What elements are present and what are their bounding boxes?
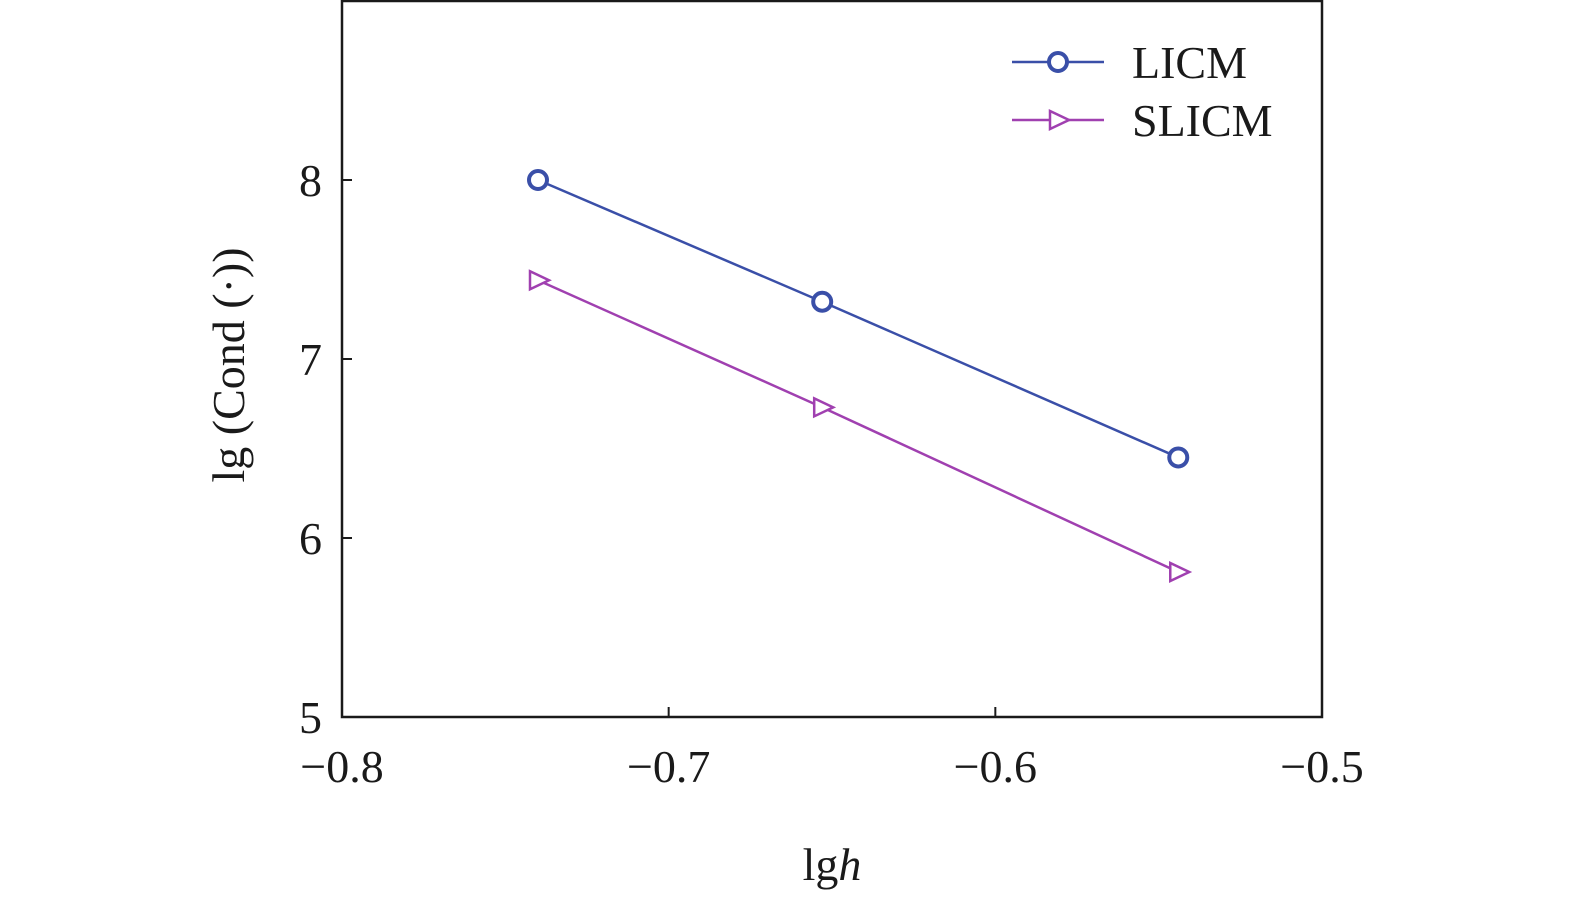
data-point-slicm: [528, 269, 552, 292]
x-axis-title: lgh: [803, 839, 862, 890]
data-point-slicm: [812, 396, 837, 419]
legend-label-slicm: SLICM: [1132, 95, 1273, 146]
legend-label-licm: LICM: [1132, 37, 1247, 88]
data-point-licm: [811, 290, 834, 313]
series-line-licm: [537, 178, 1179, 459]
y-tick-label: 6: [299, 513, 322, 564]
legend-marker-licm: [1047, 51, 1069, 73]
data-point-licm: [527, 169, 549, 191]
legend: LICM SLICM: [1012, 37, 1273, 146]
y-tick-label: 7: [299, 334, 322, 385]
series-layer: [527, 169, 1193, 583]
y-axis-title: lg (Cond (·)): [203, 247, 254, 482]
data-point-slicm: [1169, 561, 1193, 583]
y-tick-label: 8: [299, 155, 322, 206]
x-axis-title-prefix: lg: [803, 839, 839, 890]
series-line-slicm: [537, 279, 1179, 574]
series-slicm: [528, 269, 1193, 583]
y-tick-label: 5: [299, 692, 322, 743]
x-tick-label: −0.7: [627, 741, 710, 792]
axis-tick-labels: −0.8 −0.7 −0.6 −0.5 5 6 7 8: [299, 155, 1364, 792]
x-tick-label: −0.8: [300, 741, 383, 792]
legend-marker-slicm: [1048, 109, 1072, 131]
x-tick-label: −0.6: [954, 741, 1037, 792]
x-tick-label: −0.5: [1280, 741, 1363, 792]
data-point-licm: [1167, 446, 1190, 469]
x-axis-title-italic: h: [838, 839, 861, 890]
series-licm: [527, 169, 1190, 469]
plot-frame: [340, 0, 1324, 719]
